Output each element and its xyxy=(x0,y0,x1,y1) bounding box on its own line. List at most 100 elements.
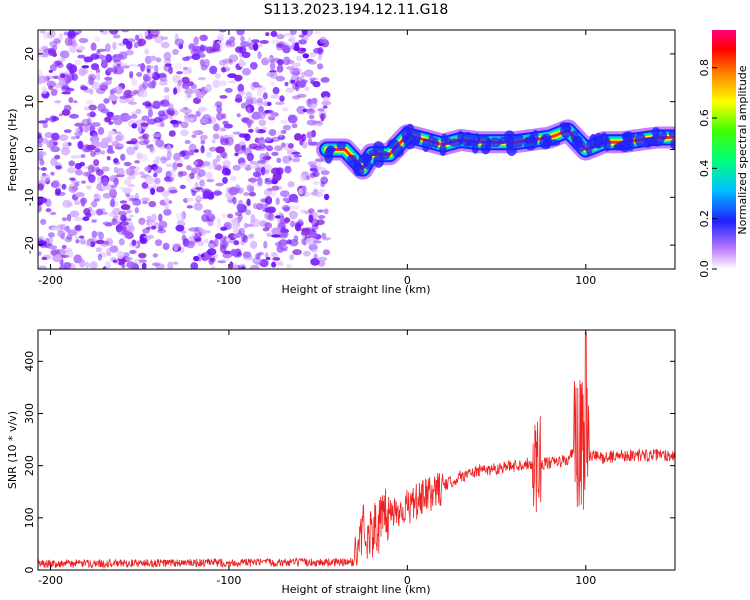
noise-blob xyxy=(62,141,70,150)
noise-blob xyxy=(265,56,274,61)
noise-blob xyxy=(152,262,160,267)
signal-blob xyxy=(368,149,379,156)
noise-blob xyxy=(232,226,240,234)
noise-blob xyxy=(308,214,314,223)
noise-blob xyxy=(199,53,206,58)
noise-blob xyxy=(270,251,278,258)
noise-blob xyxy=(105,78,112,86)
noise-blob xyxy=(229,261,234,269)
y-tick-label: 400 xyxy=(23,351,36,372)
noise-blob xyxy=(219,150,227,159)
noise-blob xyxy=(265,169,270,175)
noise-blob xyxy=(272,257,281,261)
noise-blob xyxy=(180,129,189,137)
noise-blob xyxy=(305,237,314,245)
noise-blob xyxy=(242,234,248,243)
noise-blob xyxy=(136,72,143,77)
noise-blob xyxy=(39,197,48,204)
noise-blob xyxy=(218,80,227,87)
noise-blob xyxy=(219,127,225,132)
noise-blob xyxy=(38,48,44,58)
noise-blob xyxy=(41,167,47,171)
y-tick-label: 20 xyxy=(23,47,36,61)
noise-blob xyxy=(248,233,255,237)
noise-blob xyxy=(86,185,92,190)
spectrogram-content xyxy=(38,30,675,269)
noise-blob xyxy=(275,75,285,82)
noise-blob xyxy=(116,167,125,177)
noise-blob xyxy=(278,239,288,246)
noise-blob xyxy=(238,46,247,54)
noise-blob xyxy=(111,140,120,147)
noise-blob xyxy=(149,146,156,154)
noise-blob xyxy=(212,123,220,132)
noise-blob xyxy=(309,167,318,172)
signal-blob xyxy=(422,138,430,152)
noise-blob xyxy=(61,244,67,250)
signal-blob xyxy=(603,136,611,152)
noise-blob xyxy=(160,41,170,49)
signal-blob xyxy=(563,123,571,134)
noise-blob xyxy=(200,145,205,154)
noise-blob xyxy=(38,120,48,124)
noise-blob xyxy=(300,47,307,52)
noise-blob xyxy=(51,116,60,122)
noise-blob xyxy=(144,48,150,55)
noise-blob xyxy=(174,38,185,46)
noise-blob xyxy=(277,59,284,66)
noise-blob xyxy=(177,163,183,168)
noise-blob xyxy=(122,38,129,45)
noise-blob xyxy=(310,191,319,196)
signal-blob xyxy=(439,144,447,156)
noise-blob xyxy=(249,165,257,169)
noise-blob xyxy=(199,134,208,140)
colorbar-tick-label: 0.4 xyxy=(698,160,711,178)
noise-blob xyxy=(239,162,249,168)
noise-blob xyxy=(53,141,58,146)
noise-blob xyxy=(101,166,110,172)
noise-blob xyxy=(229,36,236,43)
noise-blob xyxy=(63,129,72,134)
signal-blob xyxy=(514,133,524,148)
noise-blob xyxy=(154,239,163,247)
noise-blob xyxy=(245,91,253,99)
noise-blob xyxy=(46,80,56,88)
noise-blob xyxy=(38,150,44,156)
noise-blob xyxy=(146,215,152,221)
noise-blob xyxy=(108,121,114,125)
noise-blob xyxy=(307,100,318,109)
noise-blob xyxy=(58,134,69,142)
noise-blob xyxy=(303,69,314,77)
noise-blob xyxy=(246,184,255,193)
noise-blob xyxy=(230,249,238,257)
noise-blob xyxy=(106,148,114,153)
noise-blob xyxy=(66,213,72,222)
noise-blob xyxy=(75,169,83,176)
noise-blob xyxy=(118,51,128,60)
noise-blob xyxy=(100,150,106,155)
noise-blob xyxy=(142,73,150,82)
noise-blob xyxy=(255,253,261,260)
noise-blob xyxy=(127,183,135,188)
noise-blob xyxy=(150,187,156,195)
noise-blob xyxy=(293,235,299,242)
noise-blob xyxy=(155,139,165,148)
noise-blob xyxy=(257,51,262,60)
noise-blob xyxy=(295,55,303,62)
noise-blob xyxy=(169,189,178,194)
noise-blob xyxy=(116,133,125,142)
noise-blob xyxy=(95,72,101,81)
noise-blob xyxy=(155,156,162,161)
noise-blob xyxy=(290,30,297,36)
noise-blob xyxy=(99,140,109,149)
noise-blob xyxy=(309,77,317,81)
noise-blob xyxy=(139,171,145,176)
noise-blob xyxy=(125,50,134,56)
noise-blob xyxy=(298,39,307,45)
noise-blob xyxy=(108,94,118,102)
x-tick-label: -200 xyxy=(38,274,63,287)
noise-blob xyxy=(135,108,142,115)
noise-blob xyxy=(61,91,71,95)
noise-blob xyxy=(228,80,237,84)
noise-blob xyxy=(225,39,231,46)
